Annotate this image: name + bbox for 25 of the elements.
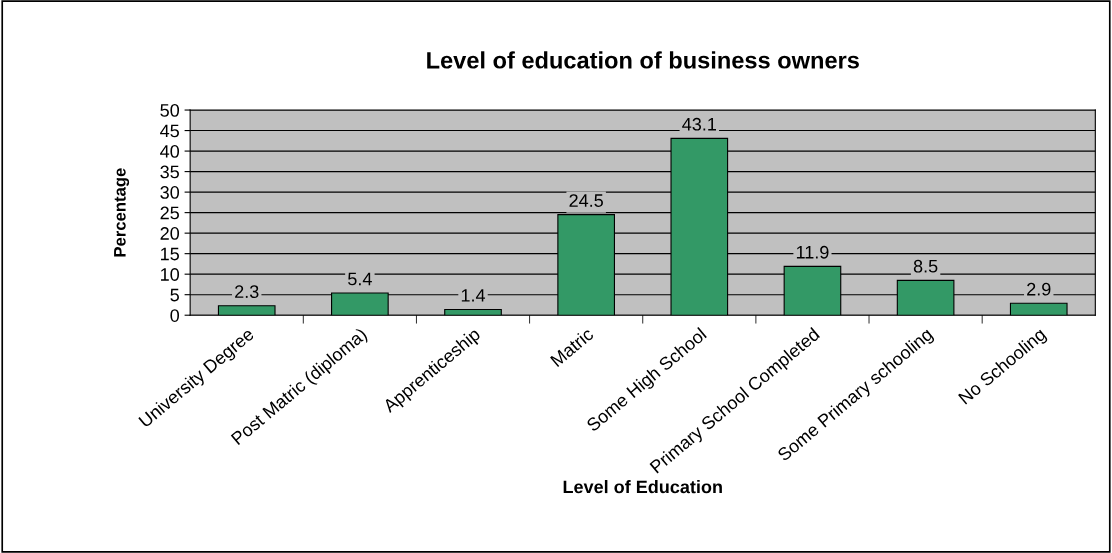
- y-tick-label: 10: [161, 268, 180, 281]
- data-label: 11.9: [796, 245, 829, 259]
- y-axis-title: Percentage: [114, 168, 130, 257]
- bar: [217, 305, 276, 316]
- chart-title: Level of education of business owners: [427, 51, 859, 69]
- data-label: 24.5: [569, 194, 603, 207]
- y-tick-label: 45: [160, 124, 179, 138]
- y-tick-label: 50: [160, 103, 180, 117]
- data-label: 2.9: [1027, 282, 1051, 296]
- data-label: 5.4: [348, 272, 372, 286]
- bar: [444, 308, 502, 316]
- y-tick-label: 35: [160, 165, 179, 179]
- y-tick-label: 15: [161, 247, 179, 261]
- y-tick-label: 25: [160, 206, 179, 220]
- y-tick-label: 0: [170, 309, 180, 322]
- x-axis-title: Level of Education: [563, 480, 722, 494]
- y-tick-label: 40: [160, 145, 180, 158]
- data-label: 43.1: [682, 117, 716, 131]
- data-label: 8.5: [913, 259, 938, 273]
- y-tick-label: 30: [160, 186, 180, 199]
- data-label: 2.3: [235, 285, 259, 299]
- y-tick-label: 20: [160, 227, 180, 240]
- data-label: 1.4: [461, 289, 486, 302]
- y-tick-label: 5: [170, 288, 179, 302]
- bar: [1009, 302, 1068, 316]
